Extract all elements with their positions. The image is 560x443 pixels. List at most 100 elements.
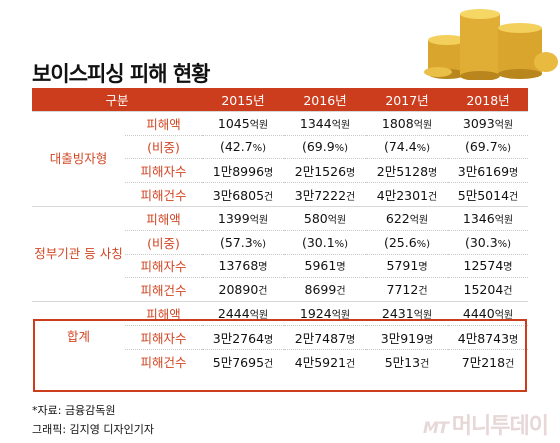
value-cell: 5961명 bbox=[284, 253, 367, 278]
value-cell: 1924억원 bbox=[284, 301, 367, 326]
table-row: 합계 피해액 2444억원 1924억원 2431억원 4440억원 bbox=[32, 301, 529, 373]
value-number: 5만5014 bbox=[457, 188, 510, 204]
damage-status-table: 구분 2015년 2016년 2017년 2018년 대출빙자형 피해액 1045억… bbox=[32, 88, 529, 373]
value-unit: 명 bbox=[346, 168, 356, 180]
value-unit: 억원 bbox=[413, 310, 433, 322]
value-unit: 건 bbox=[509, 192, 519, 204]
value-unit: 명 bbox=[418, 262, 428, 274]
value-unit: 건 bbox=[264, 358, 274, 370]
value-unit: 명 bbox=[509, 168, 519, 180]
metric-label: 피해자수 bbox=[125, 158, 203, 183]
metric-label: 피해액 bbox=[125, 110, 203, 136]
value-unit: 건 bbox=[418, 286, 428, 298]
value-unit: 건 bbox=[505, 358, 515, 370]
value-number: (69.9 bbox=[301, 139, 335, 155]
value-unit: 억원 bbox=[494, 214, 514, 226]
value-cell: 1344억원 bbox=[284, 110, 367, 136]
value-unit: 억원 bbox=[249, 214, 269, 226]
value-unit: 명 bbox=[424, 334, 434, 346]
value-unit: 명 bbox=[428, 168, 438, 180]
value-number: 13768 bbox=[218, 258, 259, 274]
value-unit: 건 bbox=[264, 192, 274, 204]
value-unit: 억원 bbox=[327, 214, 347, 226]
value-cell: 2444억원 bbox=[202, 301, 285, 326]
table-row: (비중) (42.7%) (69.9%) (74.4%) (69.7%) bbox=[32, 134, 529, 159]
value-number: 3만7222 bbox=[294, 188, 347, 204]
value-cell: 15204건 bbox=[448, 277, 529, 302]
value-number: 4440 bbox=[462, 306, 495, 322]
value-number: 8699 bbox=[304, 282, 337, 298]
metric-label: 피해자수 bbox=[125, 253, 203, 278]
value-cell: 5만5014건 bbox=[448, 182, 529, 207]
value-number: (42.7 bbox=[219, 139, 253, 155]
coin-stack-center bbox=[460, 9, 500, 80]
group-label: 대출빙자형 bbox=[32, 110, 125, 207]
value-cell: 3093억원 bbox=[448, 110, 529, 136]
value-unit: 명 bbox=[509, 334, 519, 346]
value-unit: 명 bbox=[264, 168, 274, 180]
value-unit: %) bbox=[334, 143, 349, 155]
value-cell: (74.4%) bbox=[366, 134, 449, 159]
value-cell: 12574명 bbox=[448, 253, 529, 278]
value-cell: 2431억원 bbox=[366, 301, 449, 326]
value-number: 3만919 bbox=[380, 330, 425, 346]
value-cell: 580억원 bbox=[284, 205, 367, 231]
value-number: 580 bbox=[303, 210, 328, 226]
value-number: (30.3 bbox=[464, 234, 498, 250]
value-cell: 2만1526명 bbox=[284, 158, 367, 183]
value-cell: 3만6805건 bbox=[202, 182, 285, 207]
table-row: 피해자수 13768명 5961명 5791명 12574명 bbox=[32, 253, 529, 278]
value-number: 3만2764 bbox=[212, 330, 265, 346]
value-unit: 건 bbox=[420, 358, 430, 370]
value-unit: 명 bbox=[503, 262, 513, 274]
value-cell: 3만6169명 bbox=[448, 158, 529, 183]
logo-name: 머니투데이 bbox=[451, 414, 549, 439]
value-unit: 건 bbox=[346, 358, 356, 370]
value-number: 1만8996 bbox=[212, 164, 265, 180]
value-cell: 4만2301건 bbox=[366, 182, 449, 207]
value-cell: 4만8743명 bbox=[448, 324, 529, 350]
value-cell: 622억원 bbox=[366, 205, 449, 231]
value-cell: 5만7695건 bbox=[202, 348, 285, 373]
value-cell: 1346억원 bbox=[448, 205, 529, 231]
source-note: *자료: 금융감독원 bbox=[32, 404, 116, 417]
value-cell: (25.6%) bbox=[366, 229, 449, 255]
value-unit: 명 bbox=[264, 334, 274, 346]
metric-label: 피해자수 bbox=[125, 324, 203, 350]
value-number: (69.7 bbox=[464, 139, 498, 155]
metric-label: 피해액 bbox=[125, 205, 203, 231]
value-cell: 4440억원 bbox=[448, 301, 529, 326]
value-number: 2만1526 bbox=[294, 164, 347, 180]
value-number: 5만7695 bbox=[212, 354, 265, 370]
value-unit: 억원 bbox=[413, 119, 433, 131]
gold-coins-image bbox=[424, 9, 558, 80]
value-number: 1924 bbox=[299, 306, 332, 322]
value-number: 1399 bbox=[217, 210, 250, 226]
value-cell: 2만7487명 bbox=[284, 324, 367, 350]
value-unit: 억원 bbox=[331, 310, 351, 322]
table-row: 피해자수 1만8996명 2만1526명 2만5128명 3만6169명 bbox=[32, 158, 529, 183]
value-cell: (57.3%) bbox=[202, 229, 285, 255]
value-cell: 3만919명 bbox=[366, 324, 449, 350]
value-cell: 7712건 bbox=[366, 277, 449, 302]
value-number: 4만5921 bbox=[294, 354, 347, 370]
metric-label: (비중) bbox=[125, 134, 203, 159]
metric-label: 피해건수 bbox=[125, 277, 203, 302]
metric-label: 피해건수 bbox=[125, 182, 203, 207]
value-unit: 건 bbox=[428, 192, 438, 204]
value-number: 1344 bbox=[299, 115, 332, 131]
value-cell: 4만5921건 bbox=[284, 348, 367, 373]
header-year: 2017년 bbox=[366, 88, 449, 112]
value-number: 3093 bbox=[462, 115, 495, 131]
value-number: 7712 bbox=[386, 282, 419, 298]
value-cell: (69.7%) bbox=[448, 134, 529, 159]
value-cell: (69.9%) bbox=[284, 134, 367, 159]
value-cell: 5만13건 bbox=[366, 348, 449, 373]
metric-label: (비중) bbox=[125, 229, 203, 255]
header-category: 구분 bbox=[32, 88, 203, 112]
value-number: 3만6169 bbox=[457, 164, 510, 180]
value-unit: %) bbox=[416, 238, 431, 250]
value-number: 12574 bbox=[463, 258, 504, 274]
value-unit: 명 bbox=[336, 262, 346, 274]
logo-mt: MT bbox=[422, 418, 449, 437]
